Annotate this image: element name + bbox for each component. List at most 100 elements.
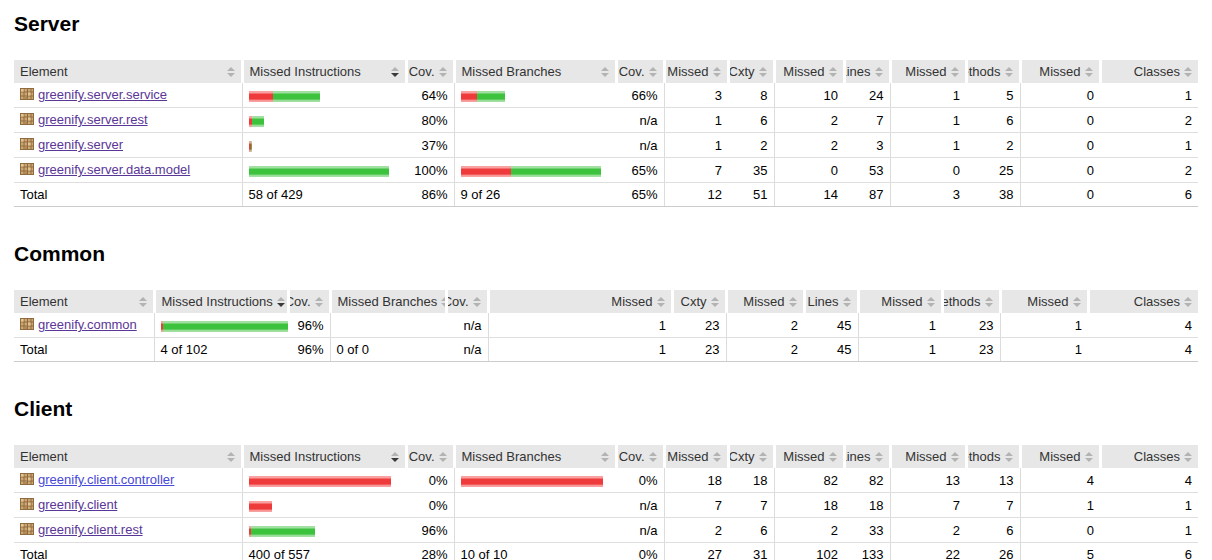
column-header-missed[interactable]: Missed: [890, 60, 966, 83]
cell-missed-instructions: [242, 158, 406, 183]
column-header-methods[interactable]: Methods: [942, 290, 1000, 313]
cell-value: 8: [728, 83, 774, 108]
package-icon: [20, 88, 34, 103]
sort-arrows-icon: [985, 297, 993, 307]
sort-down-arrow-icon: [1085, 73, 1093, 77]
sort-up-arrow-icon: [713, 67, 721, 71]
cell-value: 5: [1020, 543, 1100, 560]
column-header-label: Missed: [783, 64, 824, 79]
column-header-missed[interactable]: Missed: [1020, 445, 1100, 468]
cell-value: 3: [664, 83, 728, 108]
column-header-content: Missed Instructions: [250, 449, 399, 464]
column-header-missed-branches[interactable]: Missed Branches: [454, 445, 616, 468]
package-link[interactable]: greenify.common: [38, 317, 137, 332]
column-header-cov-[interactable]: Cov.: [446, 290, 488, 313]
column-header-missed-branches[interactable]: Missed Branches: [454, 60, 616, 83]
column-header-content: Methods: [950, 294, 993, 309]
column-header-missed-branches[interactable]: Missed Branches: [330, 290, 446, 313]
column-header-element[interactable]: Element: [14, 445, 242, 468]
sort-up-arrow-icon: [1085, 67, 1093, 71]
sort-arrows-icon: [139, 297, 147, 307]
sort-arrows-icon: [277, 297, 285, 307]
column-header-methods[interactable]: Methods: [966, 445, 1020, 468]
missed-bar: [249, 476, 391, 487]
column-header-lines[interactable]: Lines: [844, 60, 890, 83]
column-header-element[interactable]: Element: [14, 290, 154, 313]
column-header-missed[interactable]: Missed: [858, 290, 942, 313]
cell-value: 82: [774, 468, 844, 493]
column-header-missed-instructions[interactable]: Missed Instructions: [242, 60, 406, 83]
package-link[interactable]: greenify.server.rest: [38, 112, 148, 127]
sort-down-arrow-icon: [439, 73, 447, 77]
column-header-missed[interactable]: Missed: [774, 60, 844, 83]
sort-down-arrow-icon: [657, 303, 665, 307]
sort-arrows-icon: [439, 452, 447, 462]
column-header-missed[interactable]: Missed: [726, 290, 804, 313]
column-header-cov-[interactable]: Cov.: [406, 60, 454, 83]
column-header-content: Element: [20, 294, 147, 309]
package-link[interactable]: greenify.server.service: [38, 87, 167, 102]
section-title: Client: [14, 398, 1198, 419]
cell-missed-instructions: [242, 133, 406, 158]
column-header-cov-[interactable]: Cov.: [616, 60, 664, 83]
sort-arrows-icon: [1085, 452, 1093, 462]
package-link[interactable]: greenify.client: [38, 497, 117, 512]
package-link[interactable]: greenify.client.controller: [38, 472, 174, 487]
package-link[interactable]: greenify.server.data.model: [38, 162, 190, 177]
cell-value: 27: [664, 543, 728, 560]
column-header-classes[interactable]: Classes: [1100, 445, 1198, 468]
column-header-cxty[interactable]: Cxty: [728, 60, 774, 83]
column-header-missed[interactable]: Missed: [488, 290, 672, 313]
cell-value: 2: [664, 518, 728, 543]
column-header-missed[interactable]: Missed: [1000, 290, 1088, 313]
column-header-missed[interactable]: Missed: [664, 60, 728, 83]
column-header-missed-instructions[interactable]: Missed Instructions: [154, 290, 288, 313]
column-header-content: Missed Branches: [462, 449, 609, 464]
column-header-cxty[interactable]: Cxty: [728, 445, 774, 468]
sort-up-arrow-icon: [927, 297, 935, 301]
column-header-missed-instructions[interactable]: Missed Instructions: [242, 445, 406, 468]
cell-value: 7: [890, 493, 966, 518]
sort-arrows-icon: [875, 452, 883, 462]
column-header-classes[interactable]: Classes: [1088, 290, 1198, 313]
cell-element: greenify.server.data.model: [14, 158, 242, 183]
column-header-element[interactable]: Element: [14, 60, 242, 83]
cell-value: 51: [728, 183, 774, 207]
column-header-label: Missed: [905, 64, 946, 79]
column-header-lines[interactable]: Lines: [804, 290, 858, 313]
column-header-methods[interactable]: Methods: [966, 60, 1020, 83]
sort-up-arrow-icon: [649, 67, 657, 71]
sort-up-arrow-icon: [315, 297, 323, 301]
column-header-missed[interactable]: Missed: [774, 445, 844, 468]
column-header-cov-[interactable]: Cov.: [616, 445, 664, 468]
total-row: Total400 of 55728%10 of 100%273110213322…: [14, 543, 1198, 560]
column-header-missed[interactable]: Missed: [664, 445, 728, 468]
column-header-missed[interactable]: Missed: [890, 445, 966, 468]
column-header-lines[interactable]: Lines: [844, 445, 890, 468]
column-header-classes[interactable]: Classes: [1100, 60, 1198, 83]
sort-up-arrow-icon: [649, 452, 657, 456]
sort-arrows-icon: [315, 297, 323, 307]
cell-value: 1: [890, 83, 966, 108]
column-header-label: Missed: [1027, 294, 1068, 309]
sort-up-arrow-icon: [1085, 452, 1093, 456]
sort-down-arrow-icon: [315, 303, 323, 307]
sort-up-arrow-icon: [951, 452, 959, 456]
sort-arrows-icon: [601, 452, 609, 462]
column-header-missed[interactable]: Missed: [1020, 60, 1100, 83]
column-header-cxty[interactable]: Cxty: [672, 290, 726, 313]
package-link[interactable]: greenify.server: [38, 137, 123, 152]
sort-arrows-icon: [473, 297, 481, 307]
column-header-label: Classes: [1134, 449, 1180, 464]
cell-missed-instructions: [242, 493, 406, 518]
sort-arrows-icon: [227, 67, 235, 77]
cell-value: 22: [890, 543, 966, 560]
column-header-cov-[interactable]: Cov.: [288, 290, 330, 313]
sort-down-arrow-icon: [1184, 303, 1192, 307]
column-header-label: Element: [20, 294, 68, 309]
package-link[interactable]: greenify.client.rest: [38, 522, 143, 537]
sort-down-arrow-icon: [789, 303, 797, 307]
cell-value: 1: [1020, 493, 1100, 518]
cell-instructions-coverage: 100%: [406, 158, 454, 183]
column-header-cov-[interactable]: Cov.: [406, 445, 454, 468]
